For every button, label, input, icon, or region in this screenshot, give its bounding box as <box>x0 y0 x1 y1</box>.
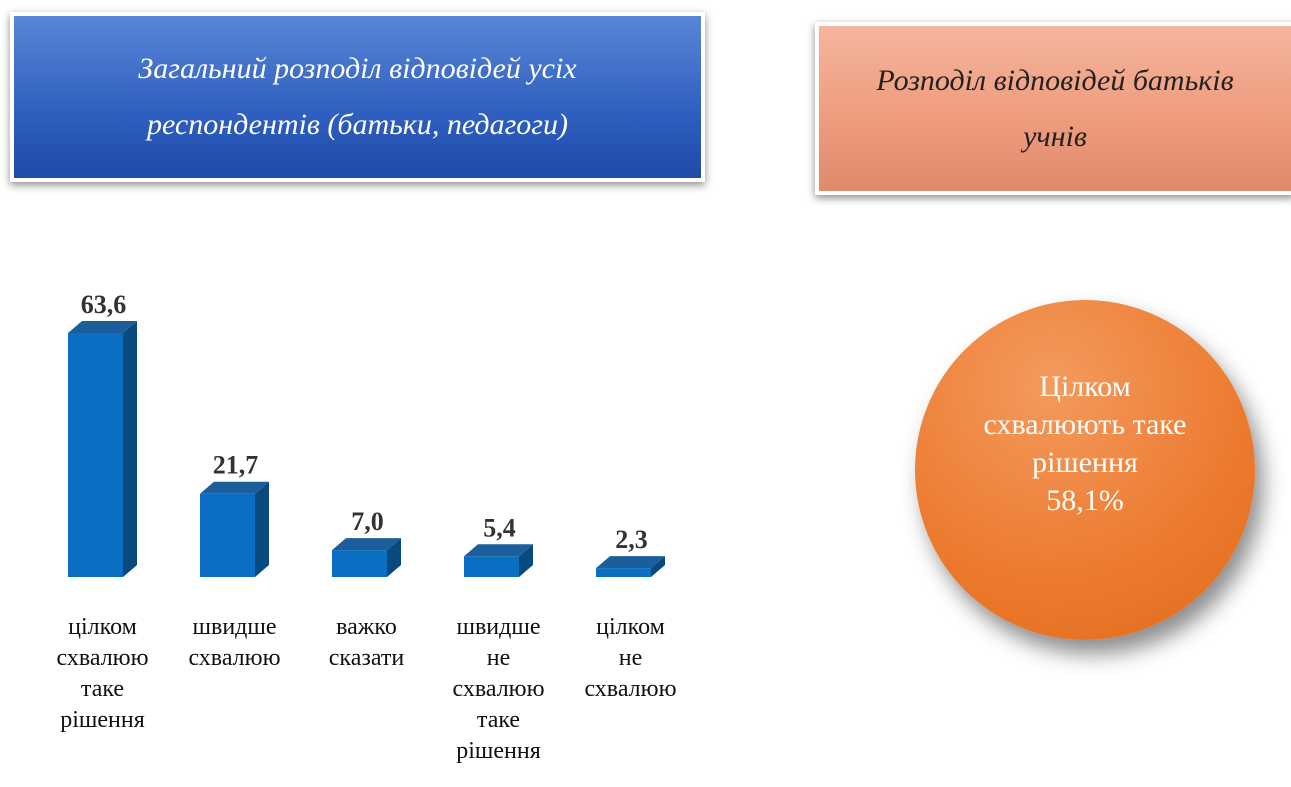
bar-top <box>68 321 137 333</box>
bar-side <box>387 538 401 577</box>
circle-text: Цілком схвалюють таке рішення <box>983 370 1187 479</box>
bar <box>464 544 533 577</box>
data-label: 21,7 <box>213 451 259 480</box>
bar <box>332 538 401 577</box>
bar-top <box>464 544 533 557</box>
right-header-title: Розподіл відповідей батьків учнів <box>876 63 1234 153</box>
data-label: 5,4 <box>483 513 516 542</box>
bar <box>68 321 137 577</box>
bar-front <box>464 556 519 577</box>
chart: 63,6 21,7 7,0 5,4 2,3 <box>68 290 665 577</box>
data-label: 7,0 <box>351 507 384 536</box>
right-header: Розподіл відповідей батьків учнів <box>815 22 1291 195</box>
bar-side <box>519 544 533 577</box>
bar-top <box>200 481 269 494</box>
bar-front <box>332 550 387 577</box>
bar-front <box>596 568 651 577</box>
bar-side <box>255 481 269 577</box>
bar-side <box>651 556 665 577</box>
left-header-title: Загальний розподіл відповідей усіх респо… <box>138 52 577 141</box>
bar-top <box>332 538 401 551</box>
bar-front <box>200 493 255 577</box>
data-label: 2,3 <box>615 525 648 554</box>
category-label: швидше не схвалюю таке рішення <box>452 614 545 764</box>
category-label: цілком не схвалюю <box>584 614 677 702</box>
category-label: цілком схвалюю таке рішення <box>56 614 149 733</box>
circle-value: 58,1% <box>1046 484 1124 517</box>
circle: Цілком схвалюють таке рішення 58,1% <box>915 300 1255 640</box>
category-label: важко сказати <box>328 614 405 671</box>
bar <box>596 556 665 577</box>
bar-top <box>596 556 665 569</box>
data-label: 63,6 <box>81 290 127 319</box>
bar-front <box>68 333 123 577</box>
left-header: Загальний розподіл відповідей усіх респо… <box>10 12 705 182</box>
bar-side <box>123 321 137 577</box>
bar <box>200 481 269 577</box>
category-label: швидше схвалюю <box>188 614 281 671</box>
